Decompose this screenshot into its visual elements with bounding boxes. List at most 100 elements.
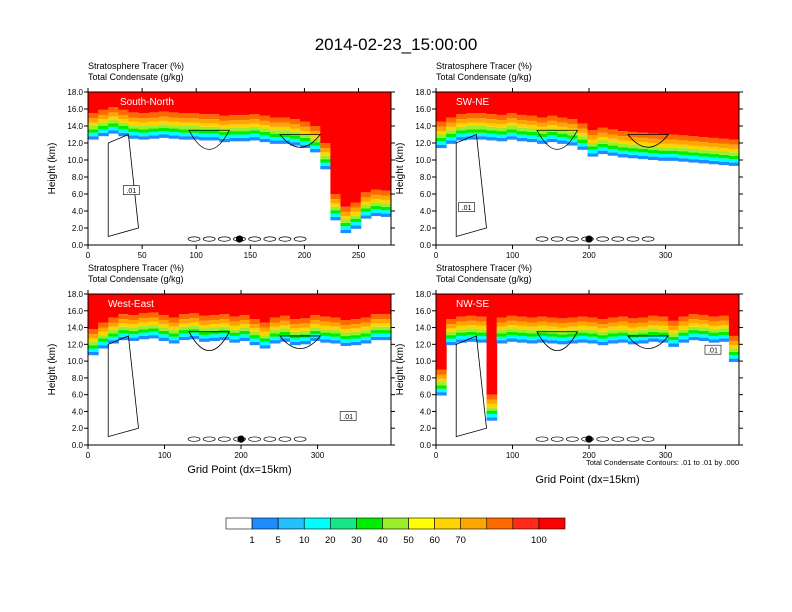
colorbar-box [486, 517, 514, 530]
x-axis-label: Grid Point (dx=15km) [187, 464, 291, 476]
condensate-contour [611, 436, 625, 442]
condensate-contour [596, 236, 610, 242]
point-marker [235, 235, 244, 243]
condensate-contour [565, 236, 579, 242]
panel-label: West-East [108, 299, 154, 310]
x-tick-label: 0 [434, 451, 439, 460]
y-axis-label: Height (km) [47, 143, 58, 195]
condensate-contour [263, 436, 277, 442]
condensate-contour [455, 133, 487, 238]
condensate-contour [107, 133, 139, 238]
colorbar: 1 5 10 20 30 40 50 60 70 100 [225, 517, 566, 546]
y-tick-label: 0.0 [72, 241, 84, 250]
condensate-contour [550, 236, 564, 242]
y-tick-label: 14.0 [67, 324, 83, 333]
colorbar-label: 40 [377, 535, 388, 546]
tracer-column [350, 294, 362, 346]
y-axis-label: Height (km) [395, 143, 406, 195]
tracer-column [496, 92, 508, 142]
y-tick-label: 14.0 [415, 122, 431, 131]
colorbar-box [460, 517, 488, 530]
tracer-column [360, 92, 372, 219]
tracer-column [370, 92, 382, 217]
contour-label-box [339, 411, 357, 421]
x-tick-label: 200 [234, 451, 248, 460]
tracer-column [638, 294, 649, 344]
panel-label: South-North [120, 97, 174, 108]
tracer-column [290, 294, 301, 346]
tracer-column [360, 294, 372, 344]
tracer-column [718, 294, 730, 342]
tracer-column [577, 294, 589, 343]
tracer-column [496, 294, 508, 344]
tracer-column [310, 92, 321, 153]
colorbar-box [434, 517, 461, 530]
panel-south-north: .01 South-North Stratosphere Tracer (%)Tot… [47, 61, 395, 260]
plot-frame [435, 293, 740, 446]
condensate-contour [218, 236, 231, 242]
x-tick-label: 0 [86, 251, 91, 260]
colorbar-label: 60 [429, 535, 440, 546]
y-tick-label: 4.0 [420, 407, 432, 416]
y-tick-label: 18.0 [67, 290, 83, 299]
tracer-column [168, 92, 180, 139]
condensate-contour [293, 236, 307, 242]
x-tick-label: 200 [582, 251, 596, 260]
colorbar-box [303, 517, 331, 530]
x-tick-label: 100 [506, 451, 520, 460]
tracer-column [506, 92, 518, 140]
condensate-contour [278, 436, 292, 442]
tracer-column [269, 92, 281, 144]
tracer-column [118, 294, 129, 341]
y-tick-label: 16.0 [67, 105, 83, 114]
point-marker [585, 235, 593, 243]
contour-label: .01 [462, 205, 472, 212]
y-tick-label: 16.0 [67, 307, 83, 316]
condensate-contour [202, 236, 216, 242]
tracer-column [678, 294, 690, 343]
tracer-column [219, 92, 230, 143]
condensate-contour [626, 436, 640, 442]
y-tick-label: 12.0 [67, 340, 83, 349]
tracer-column [229, 92, 241, 142]
tracer-column [456, 294, 467, 343]
tracer-field: .01 [88, 294, 391, 445]
tracer-column [158, 294, 170, 341]
y-tick-label: 2.0 [420, 224, 432, 233]
contour-label-box [704, 344, 722, 355]
tracer-column [607, 92, 619, 156]
tracer-column [88, 92, 99, 140]
tracer-column [128, 92, 140, 139]
tracer-column [330, 294, 342, 344]
y-tick-label: 14.0 [415, 324, 431, 333]
tracer-field: .01 [436, 294, 739, 445]
tracer-column [209, 92, 220, 141]
tracer-column [98, 92, 109, 137]
x-tick-label: 100 [158, 451, 172, 460]
tracer-column [279, 92, 291, 144]
condensate-contour [550, 436, 564, 442]
colorbar-label: 1 [249, 535, 254, 546]
condensate-contour [278, 236, 292, 242]
x-tick-label: 300 [659, 251, 673, 260]
tracer-column [279, 294, 291, 342]
contour-label: .01 [708, 348, 718, 355]
tracer-column [547, 294, 558, 344]
panel-header-line: Stratosphere Tracer (%) [436, 263, 532, 273]
y-axis-label: Height (km) [395, 344, 406, 396]
panel-header-line: Stratosphere Tracer (%) [88, 61, 184, 71]
tracer-column [728, 294, 739, 362]
colorbar-box [538, 517, 566, 530]
point-marker [585, 435, 593, 443]
plot-frame [435, 91, 740, 246]
y-tick-label: 0.0 [420, 241, 432, 250]
tracer-column [138, 294, 150, 340]
x-tick-label: 300 [311, 451, 325, 460]
tracer-column [178, 92, 190, 140]
plot-frame [87, 91, 392, 246]
tracer-field: .01 [436, 92, 739, 245]
colorbar-label: 30 [351, 535, 362, 546]
tracer-column [658, 294, 669, 343]
y-tick-label: 10.0 [415, 156, 431, 165]
condensate-contour [202, 436, 216, 442]
